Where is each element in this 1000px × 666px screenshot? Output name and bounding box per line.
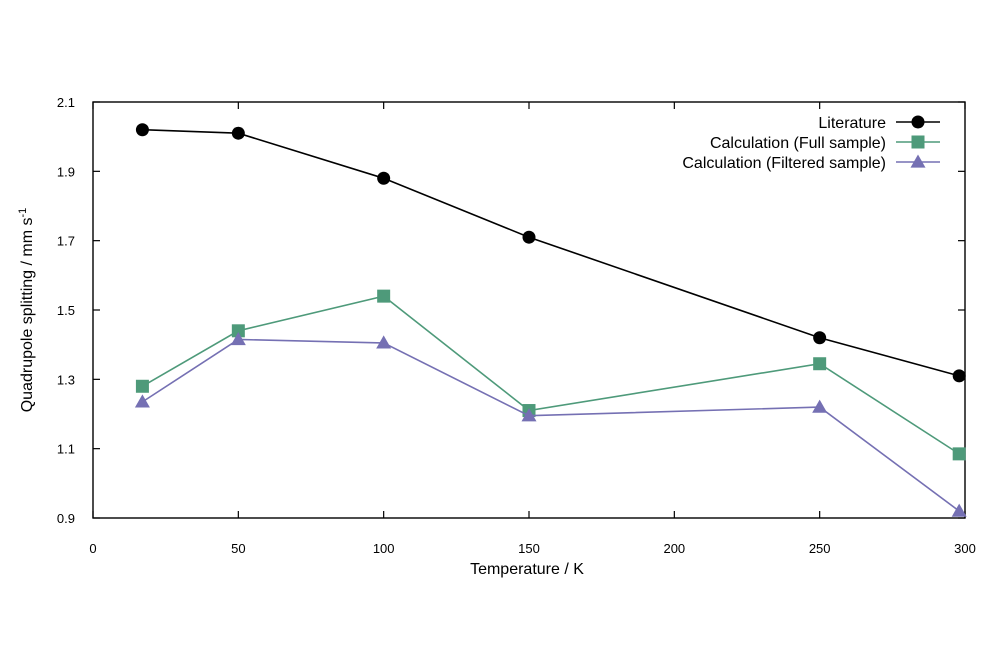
legend-label: Literature	[818, 115, 886, 132]
y-axis: 0.9 1.1 1.3 1.5 1.7 1.9 2.1	[57, 95, 965, 526]
x-axis: 0 50 100 150 200 250 300	[89, 102, 976, 556]
legend-label: Calculation (Filtered sample)	[682, 155, 886, 172]
data-point	[134, 394, 150, 408]
x-axis-title: Temperature / K	[470, 561, 584, 578]
legend-marker	[911, 115, 925, 129]
series-line	[142, 128, 960, 377]
y-tick-label: 0.9	[57, 511, 75, 526]
data-point	[135, 123, 149, 137]
data-point	[135, 379, 149, 393]
data-point	[377, 289, 391, 303]
y-tick-label: 1.1	[57, 442, 75, 457]
y-tick-label: 1.9	[57, 164, 75, 179]
data-point	[231, 324, 245, 338]
data-point	[952, 369, 966, 383]
legend: Literature Calculation (Full sample) Calcu…	[682, 115, 940, 172]
y-axis-title: Quadrupole splitting / mm s-1	[17, 208, 36, 413]
data-point	[231, 126, 245, 140]
data-point	[951, 503, 967, 517]
data-point	[230, 331, 246, 346]
series-line	[141, 338, 960, 512]
data-point	[521, 408, 537, 422]
y-tick-label: 1.7	[57, 234, 75, 249]
y-axis-title-text: Quadrupole splitting / mm s	[19, 218, 36, 413]
x-tick-label: 100	[373, 541, 395, 556]
data-point	[812, 399, 828, 413]
x-tick-label: 250	[809, 541, 831, 556]
data-point	[522, 230, 536, 244]
legend-marker	[910, 154, 926, 168]
y-tick-label: 1.5	[57, 303, 75, 318]
data-point	[377, 171, 391, 185]
series-1	[135, 289, 966, 461]
series-layer	[134, 123, 967, 517]
series-0	[135, 123, 966, 383]
legend-label: Calculation (Full sample)	[710, 135, 886, 152]
x-tick-label: 0	[89, 541, 96, 556]
legend-entry: Calculation (Filtered sample)	[682, 154, 940, 172]
x-tick-label: 300	[954, 541, 976, 556]
legend-entry: Calculation (Full sample)	[710, 135, 940, 152]
x-tick-label: 200	[663, 541, 685, 556]
data-point	[952, 447, 966, 461]
series-line	[142, 295, 960, 455]
x-tick-label: 50	[231, 541, 245, 556]
data-point	[813, 357, 827, 371]
legend-marker	[911, 135, 925, 149]
y-tick-label: 1.3	[57, 372, 75, 387]
legend-entry: Literature	[818, 115, 940, 132]
data-point	[813, 331, 827, 345]
x-tick-label: 150	[518, 541, 540, 556]
data-point	[376, 335, 392, 349]
y-tick-label: 2.1	[57, 95, 75, 110]
series-2	[134, 331, 967, 517]
y-axis-title-superscript: -1	[17, 208, 29, 218]
